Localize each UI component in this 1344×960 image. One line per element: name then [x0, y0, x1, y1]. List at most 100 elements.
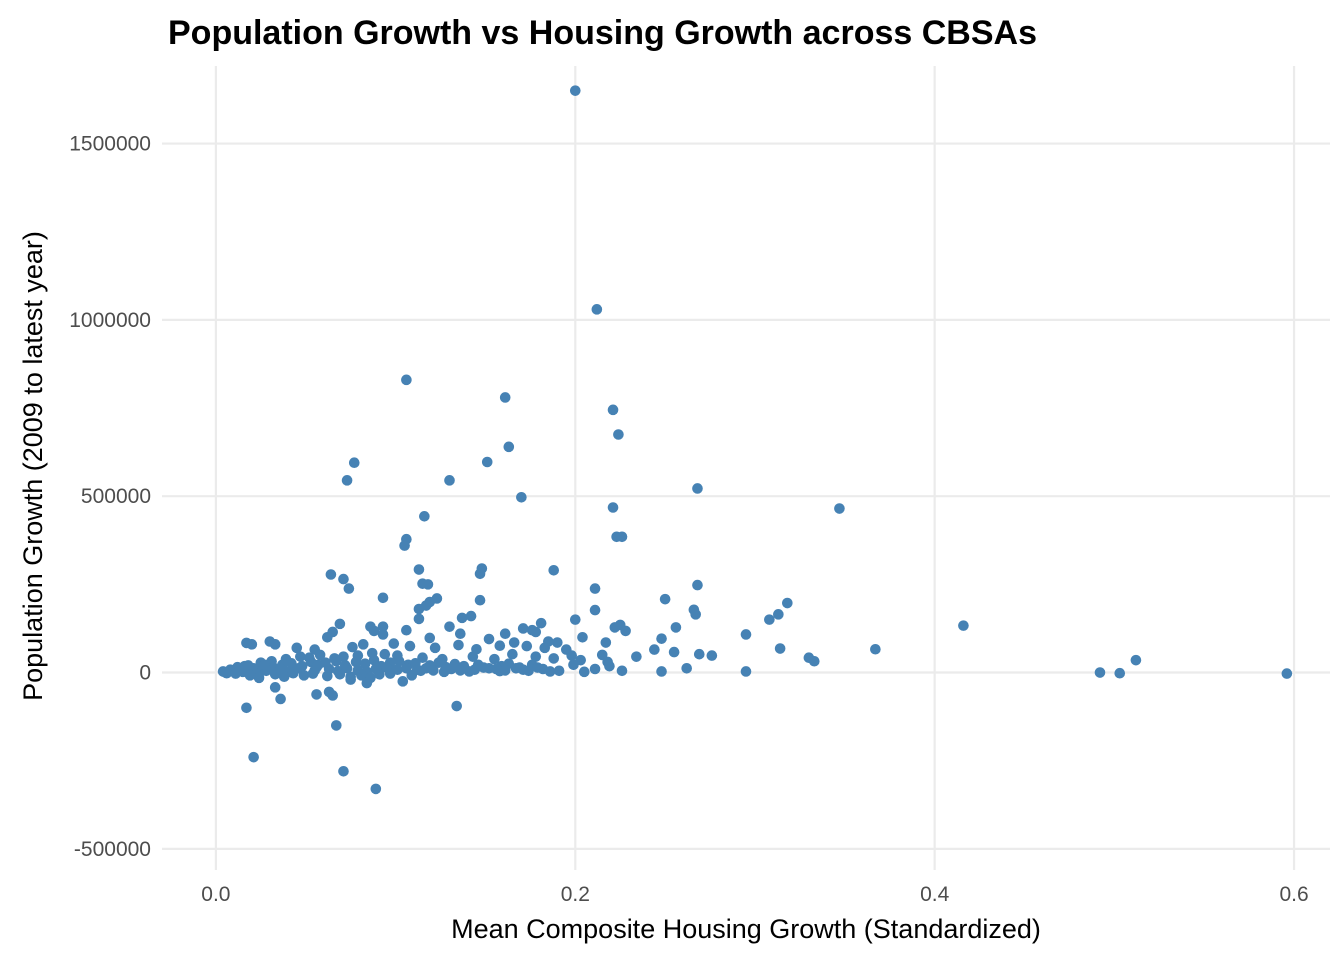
data-point — [535, 617, 547, 629]
data-point — [589, 604, 601, 616]
data-point — [411, 664, 423, 676]
data-point — [600, 637, 612, 648]
data-point — [1114, 667, 1126, 679]
data-point — [359, 658, 371, 670]
data-point — [870, 643, 881, 655]
y-tick-label: 1000000 — [69, 309, 151, 332]
data-point — [507, 648, 518, 660]
data-point — [631, 651, 642, 662]
data-point — [681, 662, 693, 674]
x-tick-label: 0.0 — [201, 883, 230, 906]
data-point — [517, 664, 529, 676]
data-point — [331, 655, 342, 667]
data-point — [499, 392, 511, 403]
data-point — [325, 569, 337, 580]
data-point — [334, 618, 346, 630]
data-point — [656, 633, 667, 644]
data-point — [239, 660, 250, 672]
data-point — [379, 648, 391, 660]
data-point — [469, 664, 480, 676]
data-point — [347, 641, 358, 653]
y-tick-label: -500000 — [74, 838, 151, 861]
data-point — [348, 457, 360, 469]
data-point — [413, 564, 425, 575]
data-point — [548, 564, 560, 576]
data-point — [670, 622, 682, 633]
data-point — [417, 652, 428, 664]
chart-title: Population Growth vs Housing Growth acro… — [168, 14, 1037, 52]
data-point — [465, 610, 477, 622]
data-point — [444, 475, 455, 486]
data-point — [548, 653, 560, 664]
data-point — [706, 650, 718, 661]
data-point — [275, 693, 286, 705]
data-point — [690, 609, 701, 620]
data-point — [553, 665, 565, 677]
data-point — [422, 579, 434, 590]
data-point — [544, 666, 556, 677]
data-point — [649, 644, 660, 655]
x-tick-label: 0.4 — [920, 883, 950, 906]
data-point — [246, 639, 258, 650]
data-point — [616, 531, 628, 543]
data-point — [259, 659, 270, 671]
data-point — [244, 670, 256, 681]
data-point — [399, 540, 410, 551]
data-point — [692, 579, 703, 591]
data-point — [392, 664, 403, 676]
data-point — [539, 642, 551, 654]
data-point — [740, 629, 752, 640]
data-point — [499, 628, 511, 640]
data-point — [568, 659, 579, 671]
data-point — [424, 632, 436, 644]
data-point — [361, 677, 373, 689]
data-point — [377, 592, 389, 604]
data-point — [338, 573, 349, 585]
data-point — [607, 502, 619, 513]
data-point — [516, 491, 527, 503]
tick-labels: 0.0 0.2 0.4 0.6 -500000 0 500000 1000000 1500000 — [69, 133, 1308, 906]
data-point — [490, 663, 502, 675]
x-tick-label: 0.6 — [1279, 883, 1308, 906]
data-point — [357, 639, 369, 650]
data-point — [413, 613, 425, 625]
data-point — [322, 631, 333, 643]
data-point — [474, 568, 486, 580]
data-point — [616, 665, 628, 677]
data-point — [474, 594, 486, 606]
data-point — [782, 597, 793, 609]
data-point — [248, 751, 259, 763]
data-point — [311, 689, 322, 700]
data-point — [331, 720, 342, 731]
data-point — [370, 783, 382, 795]
data-point — [774, 643, 786, 654]
data-point — [269, 639, 281, 650]
data-point — [1094, 667, 1106, 678]
data-point — [401, 662, 412, 674]
data-point — [429, 642, 441, 654]
data-point — [377, 629, 389, 640]
data-point — [478, 662, 489, 673]
data-point — [401, 624, 412, 636]
data-point — [591, 304, 603, 315]
data-points — [217, 85, 1293, 795]
data-point — [341, 475, 353, 486]
data-point — [345, 674, 356, 685]
data-point — [219, 666, 231, 678]
data-point — [253, 672, 265, 684]
data-point — [413, 603, 425, 615]
data-point — [341, 662, 353, 674]
data-point — [517, 623, 529, 634]
data-point — [401, 374, 412, 386]
x-axis-label: Mean Composite Housing Growth (Standardi… — [451, 914, 1041, 944]
data-point — [454, 628, 466, 640]
data-point — [388, 638, 400, 649]
data-point — [451, 700, 462, 712]
data-point — [370, 663, 382, 675]
data-point — [508, 637, 520, 648]
data-point — [808, 655, 820, 667]
data-point — [350, 656, 362, 668]
data-point — [377, 621, 389, 632]
data-point — [291, 642, 303, 654]
